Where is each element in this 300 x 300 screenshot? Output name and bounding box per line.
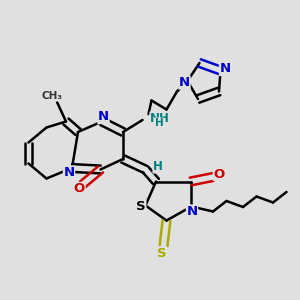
Text: NH: NH [150,112,170,125]
Text: N: N [179,76,190,89]
Text: N: N [219,62,231,76]
Text: H: H [154,118,164,128]
Text: H: H [153,160,163,173]
Text: S: S [136,200,146,214]
Text: CH₃: CH₃ [42,91,63,101]
Text: N: N [98,110,109,124]
Text: N: N [63,166,75,179]
Text: O: O [213,167,225,181]
Text: O: O [74,182,85,196]
Text: N: N [186,205,198,218]
Text: S: S [157,247,167,260]
